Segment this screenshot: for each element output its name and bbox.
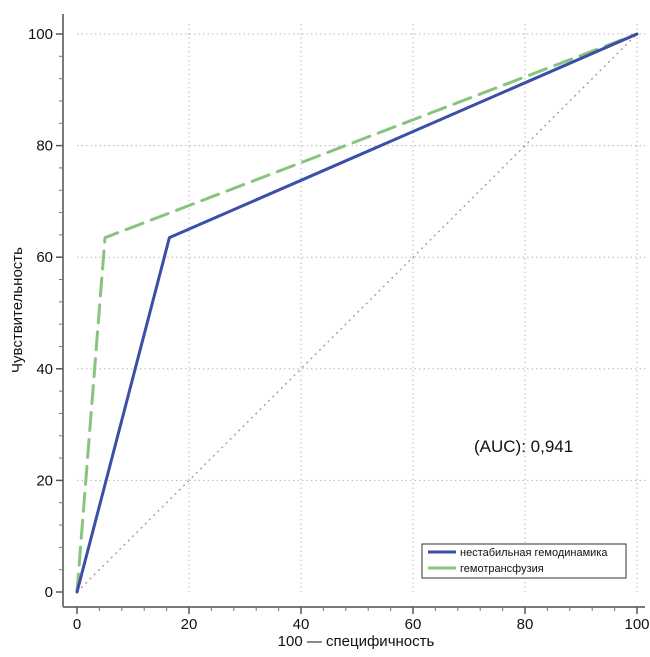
- y-tick-label-4: 80: [36, 138, 53, 155]
- tick-labels: 0 20 40 60 80 100 0 20 40 60 80 100: [28, 26, 650, 633]
- x-tick-label-0: 0: [73, 616, 81, 633]
- x-axis-title: 100 — специфичность: [278, 633, 435, 650]
- y-tick-label-3: 60: [36, 249, 53, 266]
- reference-diagonal: [76, 33, 638, 593]
- legend: нестабильная гемодинамика гемотрансфузия: [421, 543, 627, 579]
- x-tick-label-2: 40: [293, 616, 310, 633]
- series-lines: [75, 32, 639, 594]
- y-tick-label-0: 0: [45, 584, 53, 601]
- auc-annotation: (AUC): 0,941: [474, 437, 573, 456]
- x-tick-label-5: 100: [624, 616, 649, 633]
- reference-line: [76, 33, 638, 593]
- x-tick-label-4: 80: [517, 616, 534, 633]
- x-tick-label-1: 20: [181, 616, 198, 633]
- legend-box: [421, 543, 627, 579]
- series-line-1: [75, 32, 639, 594]
- x-tick-label-3: 60: [405, 616, 422, 633]
- axes: [56, 14, 645, 614]
- legend-label-series-2: гемотрансфузия: [460, 563, 544, 575]
- y-tick-label-2: 40: [36, 361, 53, 378]
- y-tick-label-1: 20: [36, 472, 53, 489]
- series-line-2: [75, 32, 639, 594]
- y-axis-title: Чувствительность: [9, 247, 26, 373]
- legend-label-series-1: нестабильная гемодинамика: [460, 547, 608, 559]
- y-tick-label-5: 100: [28, 26, 53, 43]
